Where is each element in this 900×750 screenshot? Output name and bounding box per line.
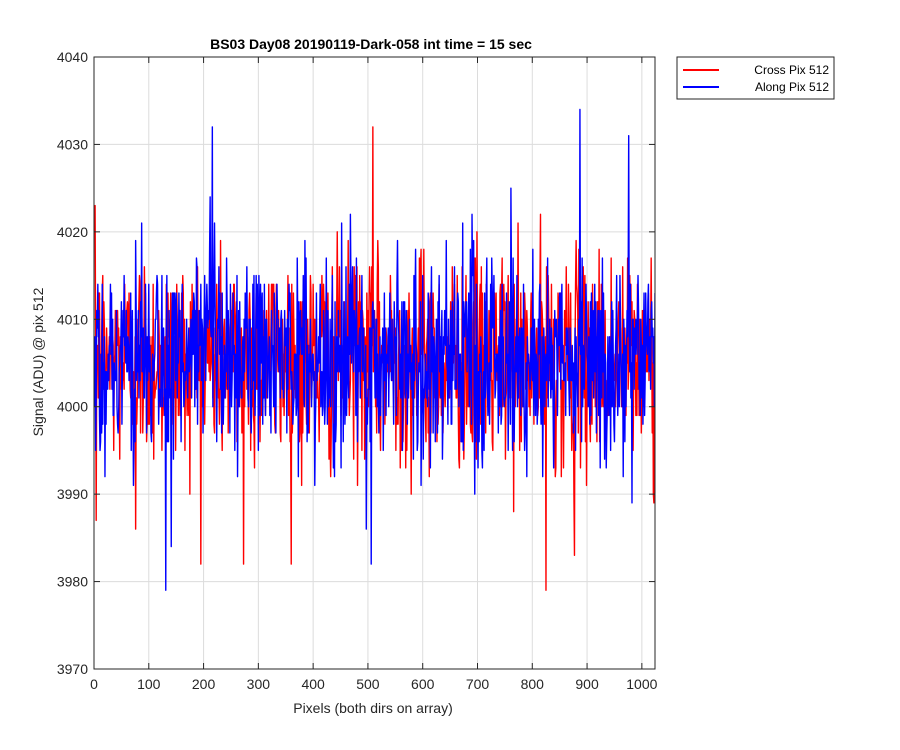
series-line-2 [94,108,655,592]
y-tick-label: 3980 [57,574,88,590]
x-tick-label: 400 [301,676,325,692]
y-tick-label: 4030 [57,136,88,152]
x-axis-label: Pixels (both dirs on array) [293,700,453,716]
legend-label-1: Cross Pix 512 [754,63,829,77]
x-tick-label: 200 [192,676,216,692]
legend: Cross Pix 512 Along Pix 512 [676,56,835,100]
y-tick-label: 4000 [57,399,88,415]
x-tick-label: 0 [90,676,98,692]
x-axis: 0 100 200 300 400 500 600 700 800 900 1000 [90,57,658,692]
x-tick-label: 300 [247,676,271,692]
x-tick-label: 100 [137,676,161,692]
plot-frame [93,56,656,670]
series-layer [94,108,655,592]
y-tick-label: 3990 [57,486,88,502]
x-tick-label: 800 [521,676,545,692]
x-tick-label: 900 [575,676,599,692]
y-tick-label: 3970 [57,661,88,677]
y-tick-label: 4040 [57,49,88,65]
x-tick-label: 500 [356,676,380,692]
y-tick-label: 4020 [57,224,88,240]
chart-title: BS03 Day08 20190119-Dark-058 int time = … [210,36,532,52]
x-tick-label: 600 [411,676,435,692]
x-tick-label: 1000 [626,676,657,692]
y-axis-label: Signal (ADU) @ pix 512 [30,287,46,436]
y-tick-label: 4010 [57,311,88,327]
legend-label-2: Along Pix 512 [755,80,829,94]
legend-box [676,56,835,100]
x-tick-label: 700 [466,676,490,692]
y-axis: 3970 3980 3990 4000 4010 4020 4030 4040 [57,49,655,677]
